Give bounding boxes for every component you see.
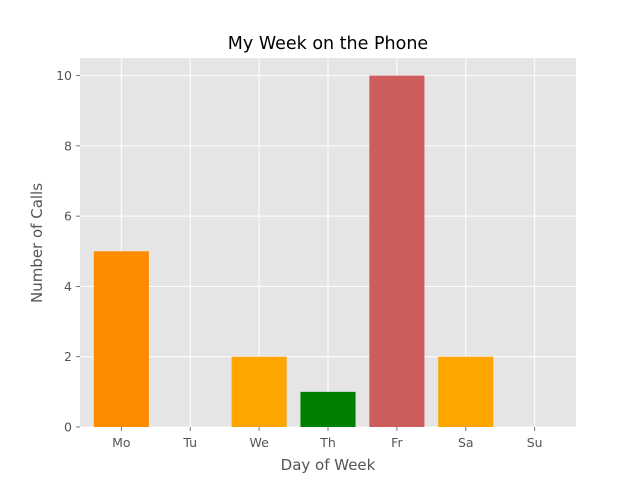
y-axis-label: Number of Calls xyxy=(28,183,46,303)
grid-lines xyxy=(80,58,576,428)
bar-th xyxy=(300,391,356,427)
bar-fr xyxy=(369,75,425,428)
x-tick-label: We xyxy=(249,435,269,450)
y-tick-label: 0 xyxy=(64,420,72,435)
x-tick-label: Sa xyxy=(458,435,474,450)
bar-we xyxy=(231,356,287,427)
bar-mo xyxy=(93,251,149,427)
bars xyxy=(93,75,494,428)
x-tick-label: Mo xyxy=(112,435,130,450)
chart-title: My Week on the Phone xyxy=(228,34,428,54)
y-tick-label: 6 xyxy=(64,209,72,224)
y-tick-label: 8 xyxy=(64,138,72,153)
x-axis-ticks: Mo Tu We Th Fr Sa Su xyxy=(112,427,543,450)
y-axis-ticks: 0 2 4 6 8 10 xyxy=(56,68,80,435)
x-tick-label: Fr xyxy=(391,435,403,450)
bar-sa xyxy=(438,356,494,427)
x-tick-label: Th xyxy=(319,435,336,450)
y-tick-label: 10 xyxy=(56,68,72,83)
y-tick-label: 4 xyxy=(64,279,72,294)
x-tick-label: Tu xyxy=(182,435,197,450)
x-axis-label: Day of Week xyxy=(281,456,376,474)
x-tick-label: Su xyxy=(527,435,543,450)
y-tick-label: 2 xyxy=(64,349,72,364)
